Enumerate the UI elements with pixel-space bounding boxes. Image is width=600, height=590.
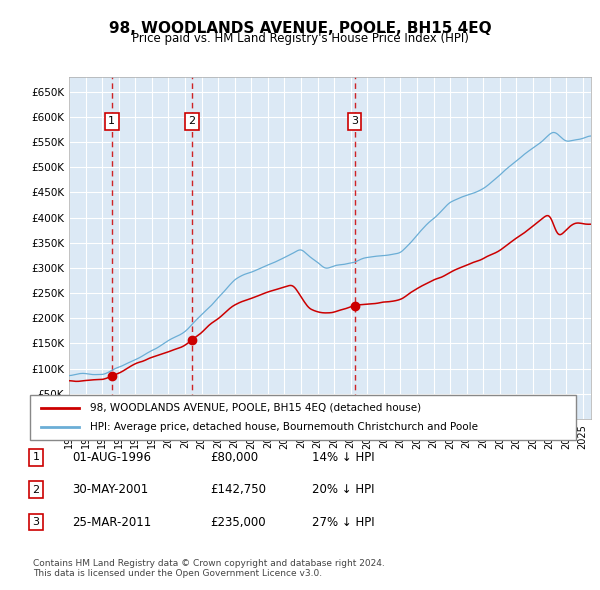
Text: 3: 3 xyxy=(32,517,40,527)
Text: Price paid vs. HM Land Registry's House Price Index (HPI): Price paid vs. HM Land Registry's House … xyxy=(131,32,469,45)
FancyBboxPatch shape xyxy=(30,395,576,440)
Text: HPI: Average price, detached house, Bournemouth Christchurch and Poole: HPI: Average price, detached house, Bour… xyxy=(90,422,478,432)
Text: 1: 1 xyxy=(32,453,40,462)
Text: £235,000: £235,000 xyxy=(210,516,266,529)
Text: £80,000: £80,000 xyxy=(210,451,258,464)
Text: 30-MAY-2001: 30-MAY-2001 xyxy=(72,483,148,496)
Text: Contains HM Land Registry data © Crown copyright and database right 2024.
This d: Contains HM Land Registry data © Crown c… xyxy=(33,559,385,578)
Text: 2: 2 xyxy=(32,485,40,494)
Text: 25-MAR-2011: 25-MAR-2011 xyxy=(72,516,151,529)
Text: 01-AUG-1996: 01-AUG-1996 xyxy=(72,451,151,464)
Text: 98, WOODLANDS AVENUE, POOLE, BH15 4EQ (detached house): 98, WOODLANDS AVENUE, POOLE, BH15 4EQ (d… xyxy=(90,403,421,412)
Text: 27% ↓ HPI: 27% ↓ HPI xyxy=(312,516,374,529)
Text: 98, WOODLANDS AVENUE, POOLE, BH15 4EQ: 98, WOODLANDS AVENUE, POOLE, BH15 4EQ xyxy=(109,21,491,35)
Text: 20% ↓ HPI: 20% ↓ HPI xyxy=(312,483,374,496)
Text: 3: 3 xyxy=(351,116,358,126)
Text: 2: 2 xyxy=(188,116,196,126)
Text: £142,750: £142,750 xyxy=(210,483,266,496)
Text: 14% ↓ HPI: 14% ↓ HPI xyxy=(312,451,374,464)
Text: 1: 1 xyxy=(108,116,115,126)
